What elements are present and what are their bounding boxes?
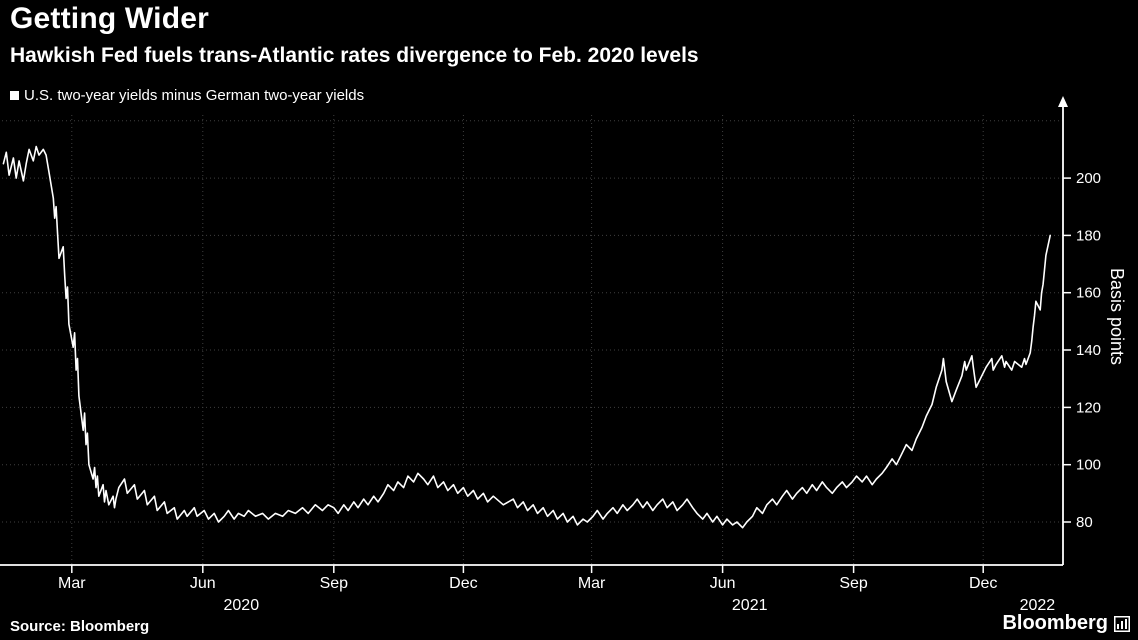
svg-text:Mar: Mar [578,575,606,592]
bloomberg-icon [1114,615,1130,632]
svg-text:100: 100 [1076,457,1101,474]
page-subtitle: Hawkish Fed fuels trans-Atlantic rates d… [10,44,699,67]
legend: U.S. two-year yields minus German two-ye… [10,87,364,104]
svg-text:140: 140 [1076,342,1101,359]
svg-text:Jun: Jun [710,575,736,592]
svg-text:Sep: Sep [839,575,868,592]
svg-text:160: 160 [1076,285,1101,302]
legend-square-icon [10,91,19,100]
svg-text:120: 120 [1076,399,1101,416]
svg-text:2020: 2020 [224,597,260,614]
svg-text:180: 180 [1076,227,1101,244]
svg-text:Dec: Dec [969,575,997,592]
bloomberg-logo: Bloomberg [1002,612,1130,635]
legend-label: U.S. two-year yields minus German two-ye… [24,87,365,104]
bloomberg-wordmark: Bloomberg [1002,612,1108,634]
svg-text:80: 80 [1076,514,1093,531]
svg-text:2021: 2021 [732,597,768,614]
svg-text:2022: 2022 [1020,597,1056,614]
svg-text:Jun: Jun [190,575,216,592]
svg-text:Sep: Sep [320,575,349,592]
svg-text:Mar: Mar [58,575,86,592]
y-axis-title: Basis points [1107,268,1127,366]
source-note: Source: Bloomberg [10,618,150,635]
svg-text:200: 200 [1076,170,1101,187]
page-title: Getting Wider [10,2,209,35]
svg-text:Dec: Dec [449,575,477,592]
